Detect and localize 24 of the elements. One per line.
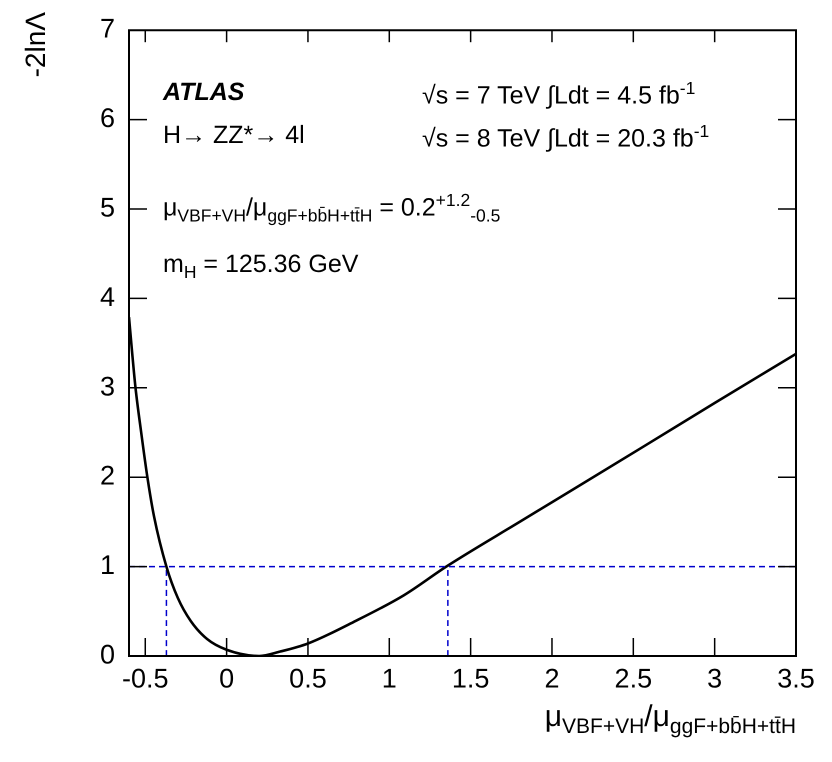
annotation: √s = 7 TeV ∫Ldt = 4.5 fb$^{-1}$ [422, 78, 696, 110]
y-tick-label: 4 [100, 282, 115, 312]
x-tick-label: 0.5 [289, 664, 327, 694]
x-tick-label: -0.5 [122, 664, 169, 694]
x-tick-label: 0 [219, 664, 234, 694]
annotation: ATLAS [163, 78, 244, 107]
y-tick-label: 0 [100, 639, 115, 670]
y-tick-label: 3 [100, 371, 115, 402]
x-tick-label: 2.5 [614, 664, 652, 694]
annotation: √s = 8 TeV ∫Ldt = 20.3 fb$^{-1}$ [422, 121, 710, 154]
x-tick-label: 1 [382, 664, 397, 694]
annotation: H→ ZZ*→ 4l [163, 121, 305, 150]
y-tick-label: 6 [100, 103, 115, 134]
x-tick-label: 3 [707, 664, 722, 694]
x-tick-label: 1.5 [452, 664, 490, 694]
y-axis-title: -2lnΛ [20, 12, 52, 78]
annotation: m$_{H}$ = 125.36 GeV [163, 250, 358, 283]
x-tick-label: 2 [544, 664, 560, 694]
y-tick-label: 5 [100, 192, 115, 222]
x-tick-label: 3.5 [777, 664, 815, 694]
y-tick-label: 2 [100, 460, 115, 491]
x-axis-title: μ$_{VBF+VH}$/μ$_{ggF+bb̄H+tt̄H}$ [544, 700, 796, 739]
y-tick-label: 7 [100, 14, 115, 44]
y-tick-label: 1 [100, 550, 115, 580]
